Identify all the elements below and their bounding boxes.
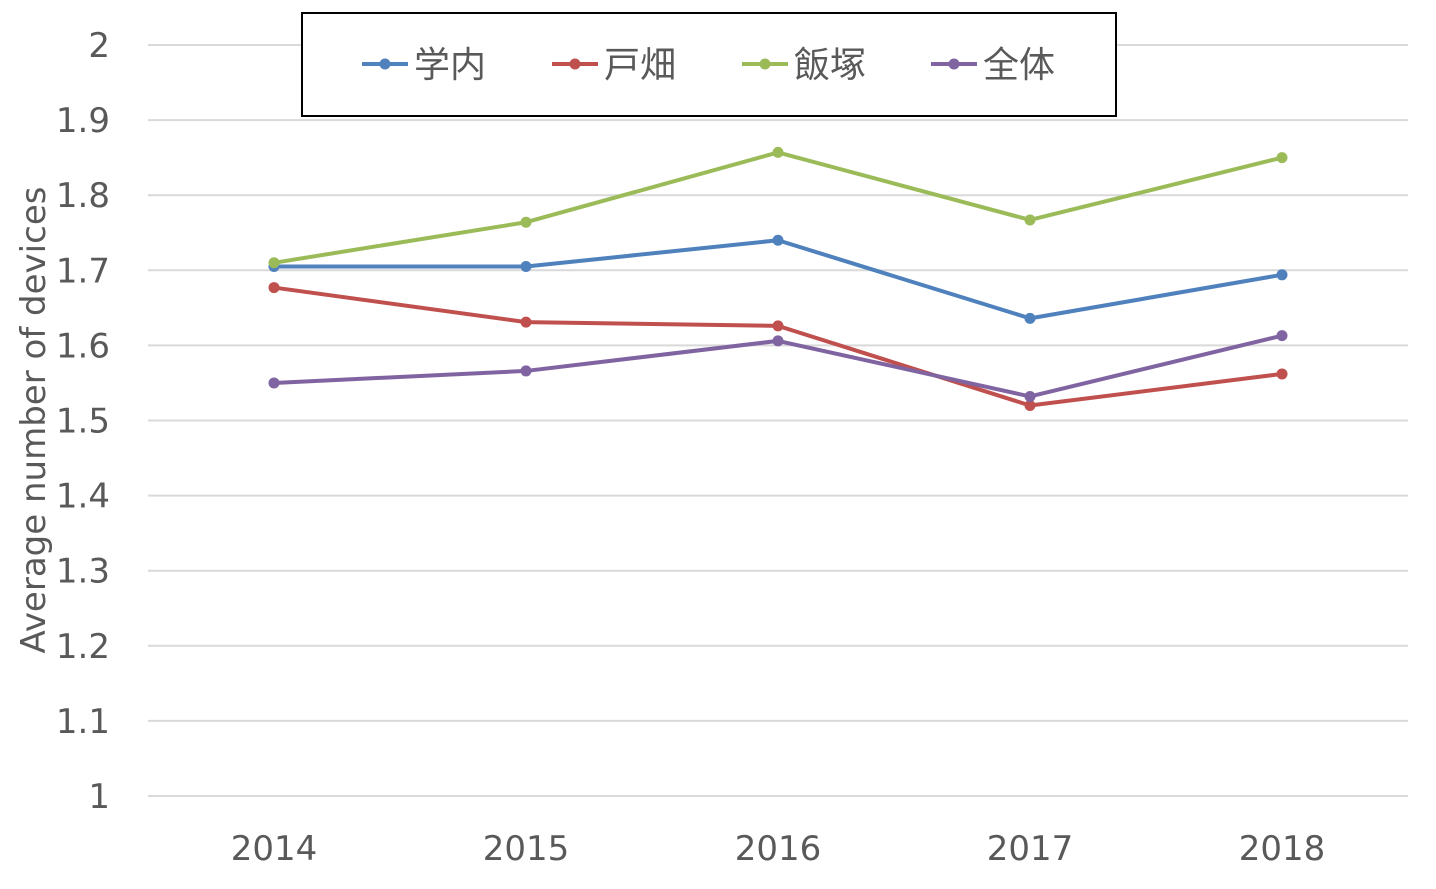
series-2 [268, 282, 1288, 411]
y-tick-label: 1.6 [56, 326, 110, 366]
legend-item: 全体 [931, 45, 1055, 86]
data-point [1276, 269, 1288, 281]
legend-point-marker [948, 58, 960, 70]
legend-item: 学内 [362, 45, 486, 86]
legend-item: 飯塚 [742, 45, 866, 86]
y-tick-label: 1 [88, 777, 110, 817]
x-tick-label: 2014 [231, 829, 318, 869]
y-tick-label: 1.2 [56, 627, 110, 667]
legend-label: 飯塚 [794, 45, 866, 86]
series-3 [268, 146, 1288, 269]
y-tick-label: 1.1 [56, 702, 110, 742]
series-line [273, 150, 1283, 265]
x-axis-tick-labels: 2014 2015 2016 2017 2018 [231, 829, 1326, 869]
series-lines [268, 146, 1288, 411]
data-point [520, 316, 532, 328]
data-point [1024, 399, 1036, 411]
data-point [772, 320, 784, 332]
legend-point-marker [379, 58, 391, 70]
legend-label: 全体 [983, 45, 1055, 86]
data-point [772, 234, 784, 246]
legend-label: 戸畑 [604, 45, 676, 86]
data-point [520, 261, 532, 273]
legend-point-marker [759, 58, 771, 70]
data-point [1276, 330, 1288, 342]
legend-box [301, 12, 1117, 117]
y-tick-label: 1.7 [56, 251, 110, 291]
x-tick-label: 2015 [483, 829, 570, 869]
y-tick-label: 1.5 [56, 402, 110, 442]
data-point [1276, 368, 1288, 380]
y-tick-label: 2 [88, 26, 110, 66]
y-tick-label: 1.9 [56, 101, 110, 141]
y-tick-label: 1.3 [56, 552, 110, 592]
legend-label: 学内 [414, 45, 486, 86]
data-point [1024, 214, 1036, 226]
x-tick-label: 2016 [735, 829, 822, 869]
data-point [1276, 152, 1288, 164]
legend: 学内 戸畑 飯塚 全体 [301, 12, 1117, 117]
y-tick-label: 1.8 [56, 176, 110, 216]
y-axis-label: Average number of devices [14, 187, 54, 654]
data-point [268, 257, 280, 269]
data-point [772, 146, 784, 158]
data-point [268, 377, 280, 389]
series-1 [268, 234, 1288, 324]
y-axis-tick-labels: 1 1.1 1.2 1.3 1.4 1.5 1.6 1.7 1.8 1.9 2 [56, 26, 110, 817]
legend-point-marker [569, 58, 581, 70]
data-point [520, 216, 532, 228]
data-point [1024, 312, 1036, 324]
series-4 [268, 330, 1288, 402]
data-point [268, 282, 280, 294]
y-tick-label: 1.4 [56, 477, 110, 517]
data-point [520, 365, 532, 377]
data-point [772, 335, 784, 347]
x-tick-label: 2017 [987, 829, 1074, 869]
series-line [273, 285, 1283, 408]
legend-item: 戸畑 [552, 45, 676, 86]
x-tick-label: 2018 [1239, 829, 1326, 869]
data-point [1024, 390, 1036, 402]
